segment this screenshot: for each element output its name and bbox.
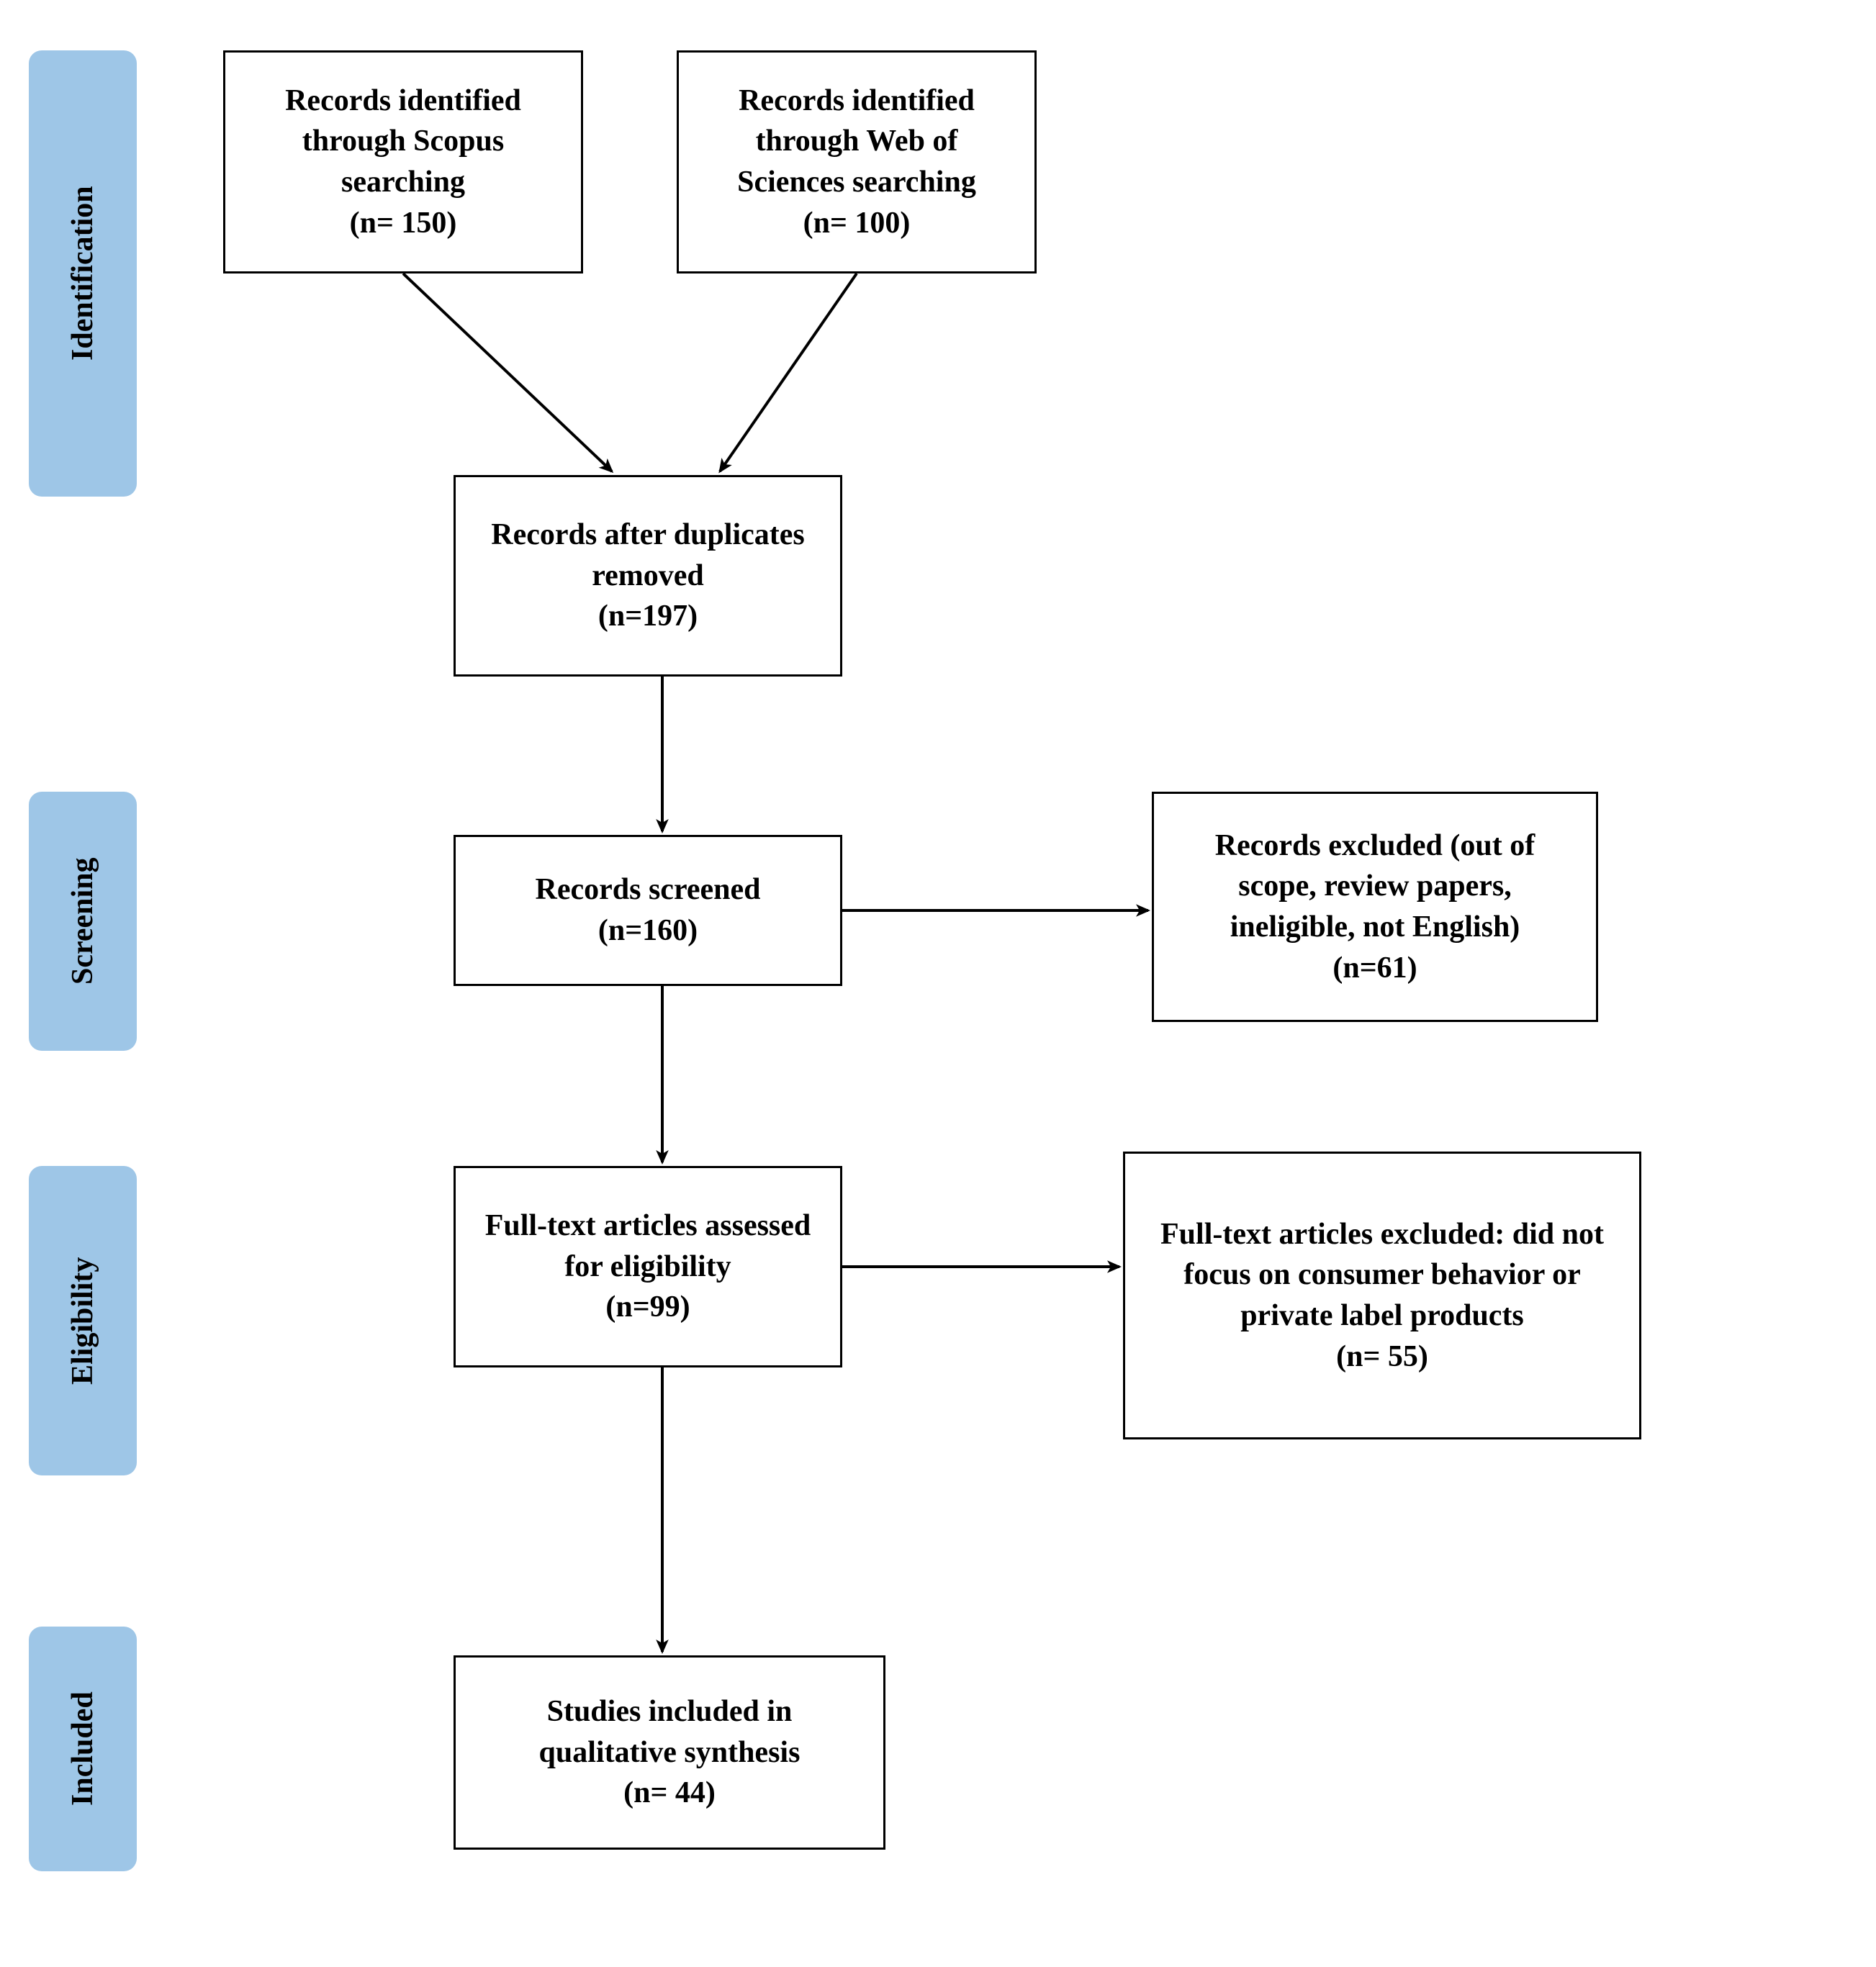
stage-label-eligibility: Eligibility <box>29 1166 137 1475</box>
box-text-dedup: Records after duplicates removed(n=197) <box>476 515 820 637</box>
box-excl1: Records excluded (out of scope, review p… <box>1152 792 1598 1022</box>
prisma-flowchart: Identification Screening Eligibility Includ… <box>29 29 1843 1936</box>
box-screened: Records screened(n=160) <box>454 835 842 986</box>
box-scopus: Records identified through Scopus search… <box>223 50 583 273</box>
arrow-wos-to-dedup <box>720 273 857 471</box>
stage-label-included: Included <box>29 1627 137 1871</box>
box-wos: Records identified through Web of Scienc… <box>677 50 1037 273</box>
box-text-included: Studies included in qualitative synthesi… <box>476 1691 863 1814</box>
box-text-excl2: Full-text articles excluded: did not foc… <box>1145 1214 1619 1378</box>
stage-label-screening: Screening <box>29 792 137 1051</box>
box-text-screened: Records screened(n=160) <box>476 869 820 951</box>
box-text-scopus: Records identified through Scopus search… <box>245 81 561 244</box>
stage-label-identification: Identification <box>29 50 137 497</box>
box-text-wos: Records identified through Web of Scienc… <box>699 81 1014 244</box>
box-excl2: Full-text articles excluded: did not foc… <box>1123 1152 1641 1439</box>
arrow-scopus-to-dedup <box>403 273 612 471</box>
box-included: Studies included in qualitative synthesi… <box>454 1655 885 1850</box>
box-dedup: Records after duplicates removed(n=197) <box>454 475 842 677</box>
box-text-excl1: Records excluded (out of scope, review p… <box>1174 826 1576 989</box>
box-fulltext: Full-text articles assessed for eligibil… <box>454 1166 842 1367</box>
box-text-fulltext: Full-text articles assessed for eligibil… <box>476 1206 820 1328</box>
